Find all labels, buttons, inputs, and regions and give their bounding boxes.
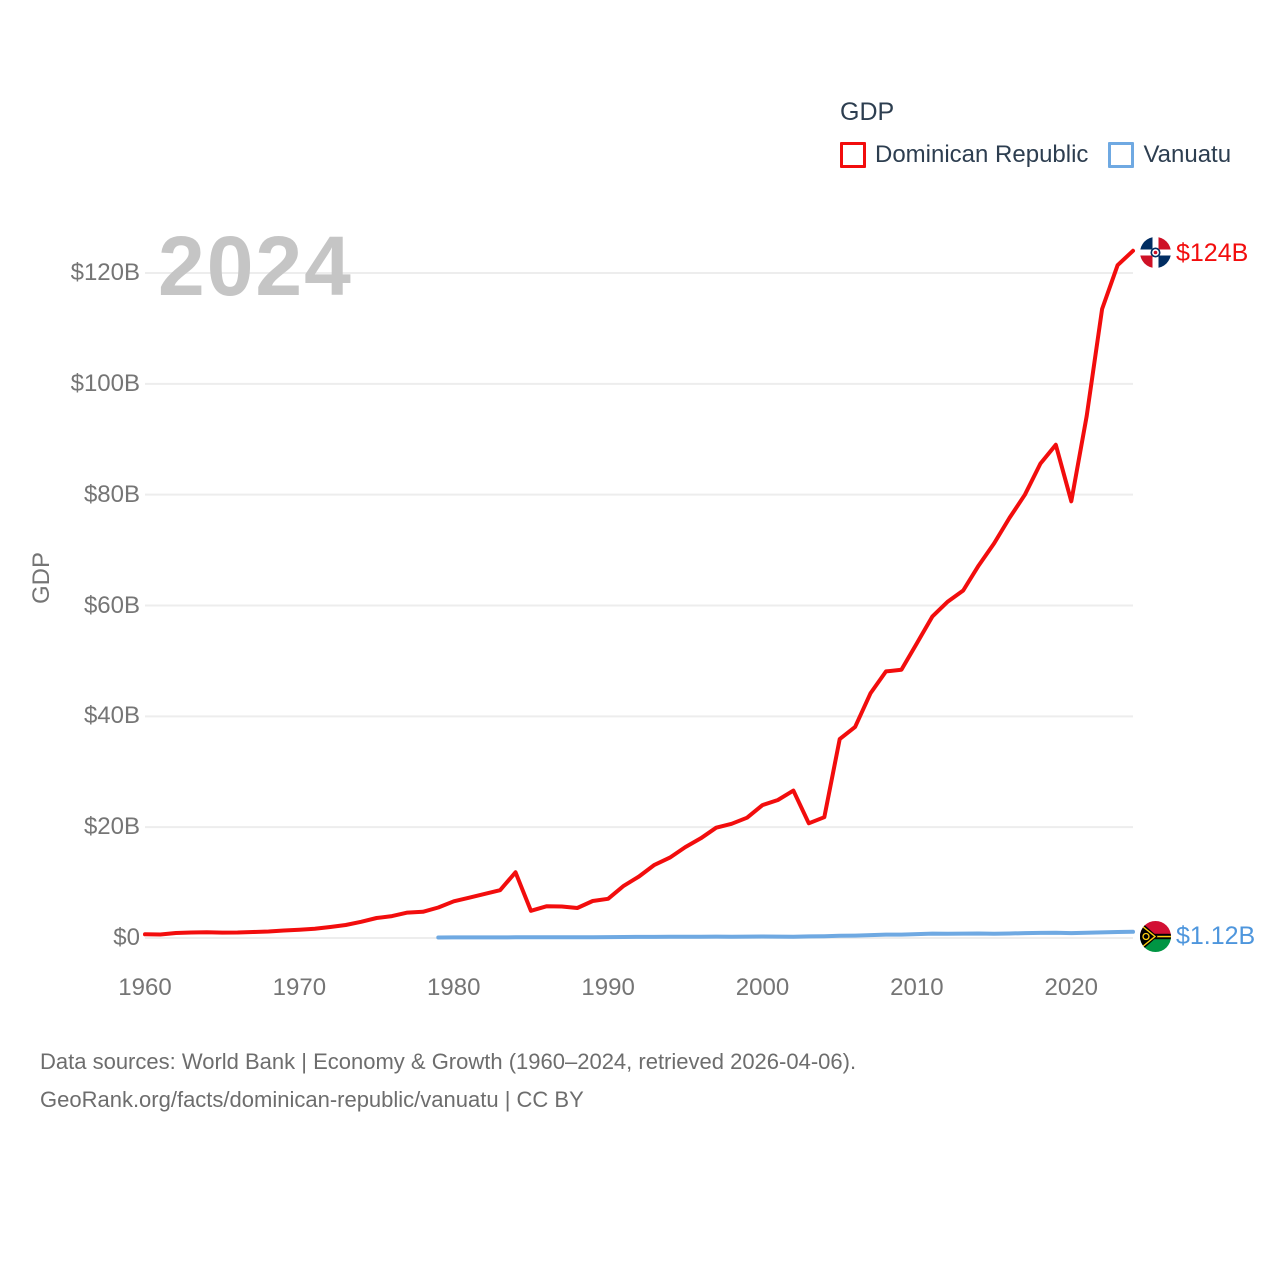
y-tick-label: $20B (83, 813, 140, 841)
y-tick-label: $100B (70, 369, 140, 397)
x-tick-label: 1990 (581, 974, 635, 1001)
legend: GDP Dominican Republic Vanuatu (840, 98, 1251, 169)
series-line-dominican-republic (143, 248, 1135, 937)
y-tick-label: $40B (83, 702, 140, 730)
x-tick-label: 2000 (735, 974, 790, 1001)
legend-label-dominican-republic: Dominican Republic (875, 141, 1089, 168)
y-tick-label: $80B (83, 480, 140, 508)
vanuatu-flag-icon (1140, 921, 1171, 952)
vanuatu-swatch-icon (1108, 142, 1135, 168)
y-tick-label: $60B (83, 591, 140, 619)
legend-item-vanuatu[interactable]: Vanuatu (1108, 141, 1231, 169)
data-sources-text: Data sources: World Bank | Economy & Gro… (40, 1049, 857, 1074)
legend-title: GDP (840, 98, 895, 126)
x-tick-label: 2010 (890, 974, 944, 1001)
legend-label-vanuatu: Vanuatu (1143, 141, 1232, 168)
legend-item-dominican-republic[interactable]: Dominican Republic (840, 141, 1088, 169)
dominican-republic-flag-icon (1140, 237, 1171, 268)
gridlines (145, 272, 1133, 939)
x-tick-label: 1970 (272, 974, 327, 1001)
legend-items: Dominican Republic Vanuatu (840, 141, 1251, 169)
series-line-vanuatu (436, 929, 1135, 940)
year-watermark: 2024 (158, 219, 353, 313)
vanuatu-end-value: $1.12B (1176, 922, 1256, 950)
dominican-republic-end-value: $124B (1176, 239, 1249, 267)
y-tick-label: $0 (113, 924, 140, 951)
x-tick-label: 1960 (118, 974, 172, 1001)
x-tick-label: 2020 (1044, 974, 1098, 1001)
attribution-url-text: GeoRank.org/facts/dominican-republic/van… (40, 1087, 584, 1112)
y-tick-label: $120B (70, 259, 140, 286)
x-tick-label: 1980 (427, 974, 481, 1001)
dominican-republic-swatch-icon (840, 142, 866, 168)
